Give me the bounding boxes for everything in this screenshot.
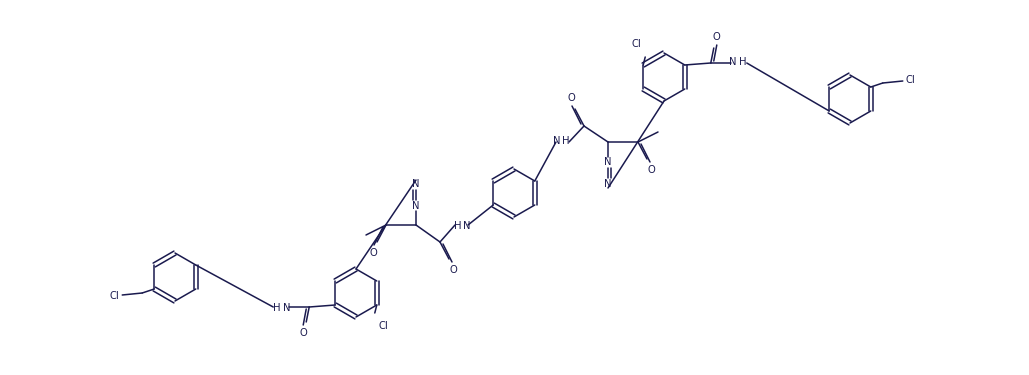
Text: N: N [604,179,612,189]
Text: H: H [454,221,462,231]
Text: N: N [554,136,561,146]
Text: N: N [463,221,470,231]
Text: N: N [413,179,420,189]
Text: N: N [729,57,737,67]
Text: H: H [562,136,570,146]
Text: N: N [283,303,291,313]
Text: Cl: Cl [379,321,389,331]
Text: O: O [647,165,654,175]
Text: H: H [739,57,746,67]
Text: O: O [567,93,575,103]
Text: N: N [604,157,612,167]
Text: O: O [449,265,457,275]
Text: H: H [274,303,281,313]
Text: N: N [413,201,420,211]
Text: Cl: Cl [109,291,119,301]
Text: O: O [299,328,307,338]
Text: Cl: Cl [632,39,641,49]
Text: O: O [713,32,720,42]
Text: Cl: Cl [906,75,916,85]
Text: O: O [369,248,377,258]
